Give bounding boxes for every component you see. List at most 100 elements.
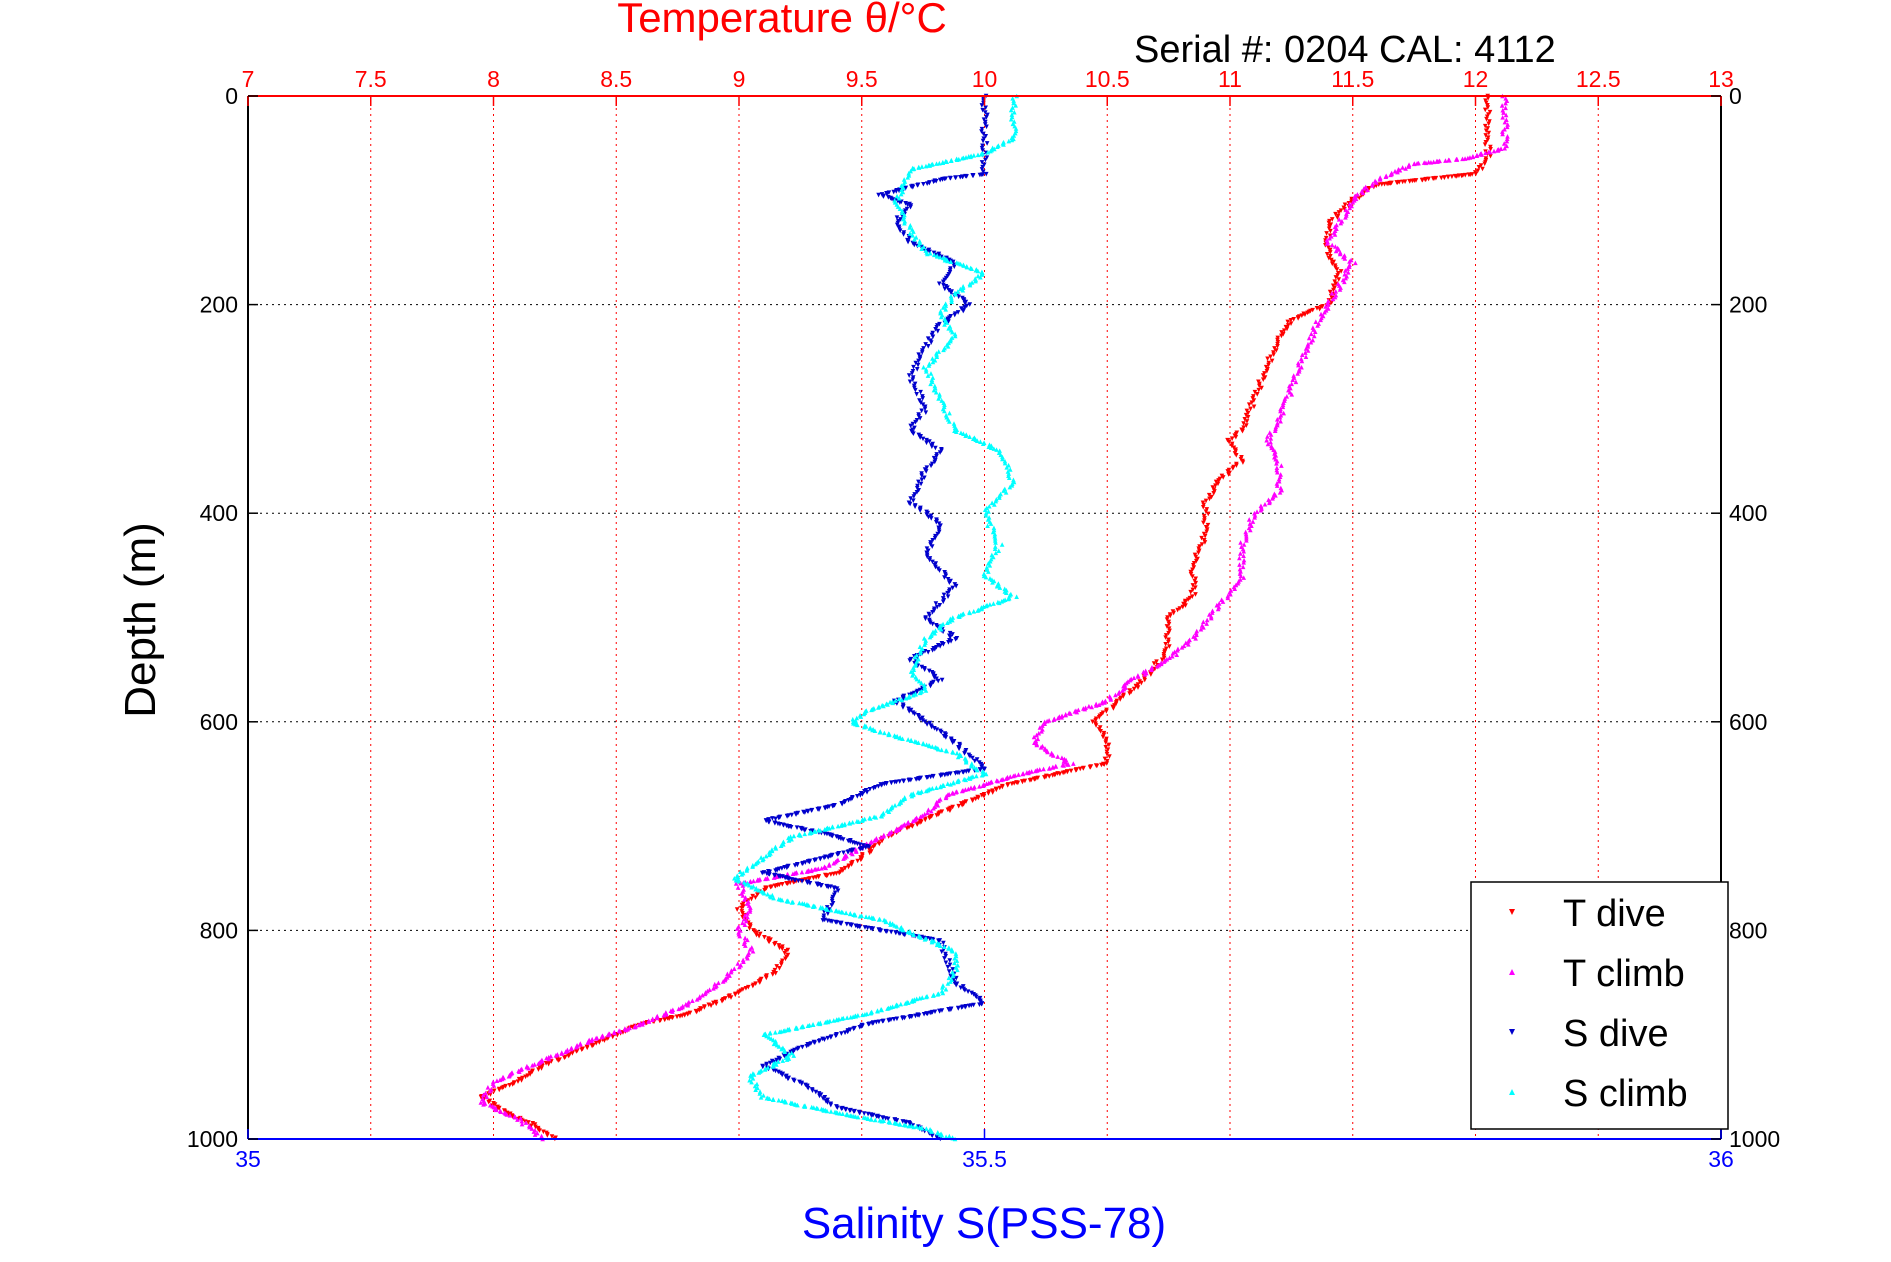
data-point (860, 1012, 865, 1018)
data-point (954, 975, 959, 981)
data-point (536, 1067, 541, 1072)
data-point (822, 805, 828, 811)
temp-tick-label: 9 (733, 66, 746, 92)
data-point (829, 903, 835, 908)
data-point (754, 930, 759, 936)
data-point (1274, 465, 1280, 471)
data-point (765, 1065, 771, 1070)
data-point (1407, 179, 1413, 184)
data-point (907, 231, 913, 236)
data-point (1243, 531, 1249, 537)
data-point (992, 531, 998, 537)
data-point (893, 828, 899, 834)
data-point (958, 306, 964, 311)
data-point (1071, 761, 1076, 766)
data-point (779, 897, 785, 903)
data-point (882, 730, 887, 736)
data-point (750, 1076, 756, 1081)
data-point (1009, 483, 1015, 488)
data-point (947, 410, 952, 416)
data-point (840, 1111, 845, 1117)
data-point (1053, 764, 1059, 769)
data-point (937, 784, 943, 790)
data-point (497, 1077, 503, 1083)
data-point (1099, 762, 1104, 768)
data-point (737, 964, 742, 970)
data-point (917, 790, 923, 796)
data-point (912, 504, 918, 509)
data-point (546, 1056, 552, 1062)
data-point (493, 1107, 499, 1113)
data-point (921, 364, 926, 370)
data-point (871, 916, 877, 921)
data-point (984, 141, 990, 146)
data-point (1007, 467, 1013, 472)
data-point (1270, 496, 1275, 501)
data-point (889, 780, 894, 786)
data-point (900, 1016, 905, 1021)
data-point (612, 1030, 617, 1036)
data-point (931, 805, 936, 811)
data-point (1120, 688, 1125, 693)
data-point (993, 540, 998, 545)
data-point (937, 321, 942, 327)
data-point (1281, 328, 1287, 333)
data-point (1317, 306, 1322, 312)
data-point (745, 937, 750, 943)
data-point (980, 143, 985, 149)
data-point (918, 389, 923, 395)
data-point (928, 371, 934, 376)
data-point (1326, 245, 1331, 251)
data-point (481, 1092, 486, 1098)
data-point (942, 772, 948, 778)
data-point (1186, 642, 1191, 647)
data-point (741, 916, 747, 922)
data-point (1220, 475, 1226, 480)
series-layer (478, 93, 1510, 1142)
data-point (1244, 538, 1249, 543)
data-point (756, 887, 762, 893)
data-point (972, 758, 978, 764)
data-point (926, 363, 932, 368)
data-point (1241, 575, 1247, 580)
data-point (921, 181, 926, 187)
data-point (855, 722, 860, 728)
data-point (1251, 404, 1257, 410)
data-point (1303, 346, 1309, 351)
data-point (831, 860, 837, 866)
data-point (526, 1120, 531, 1125)
data-point (952, 333, 958, 339)
data-point (950, 750, 956, 755)
data-point (1096, 702, 1102, 707)
legend-label: T climb (1563, 953, 1685, 995)
data-point (977, 172, 983, 178)
data-point (792, 878, 798, 883)
data-point (786, 835, 791, 841)
data-point (931, 387, 937, 393)
data-point (1419, 177, 1425, 183)
data-point (911, 431, 916, 436)
data-point (851, 1026, 856, 1032)
data-point (894, 1118, 899, 1124)
data-point (1099, 700, 1104, 706)
data-point (905, 737, 911, 742)
data-point (788, 824, 794, 830)
data-point (646, 1019, 652, 1024)
data-point (950, 617, 955, 623)
data-point (1093, 703, 1099, 708)
data-point (980, 441, 986, 446)
data-point (830, 833, 835, 839)
data-point (1306, 335, 1312, 341)
data-point (752, 929, 757, 934)
data-point (930, 356, 935, 361)
data-point (899, 210, 905, 216)
data-point (761, 1093, 766, 1098)
data-point (839, 1031, 844, 1036)
data-point (827, 863, 832, 868)
data-point (756, 1070, 762, 1075)
data-point (1353, 260, 1358, 266)
data-point (857, 846, 863, 852)
data-point (734, 907, 740, 912)
data-point (983, 171, 989, 177)
data-point (853, 1013, 859, 1019)
